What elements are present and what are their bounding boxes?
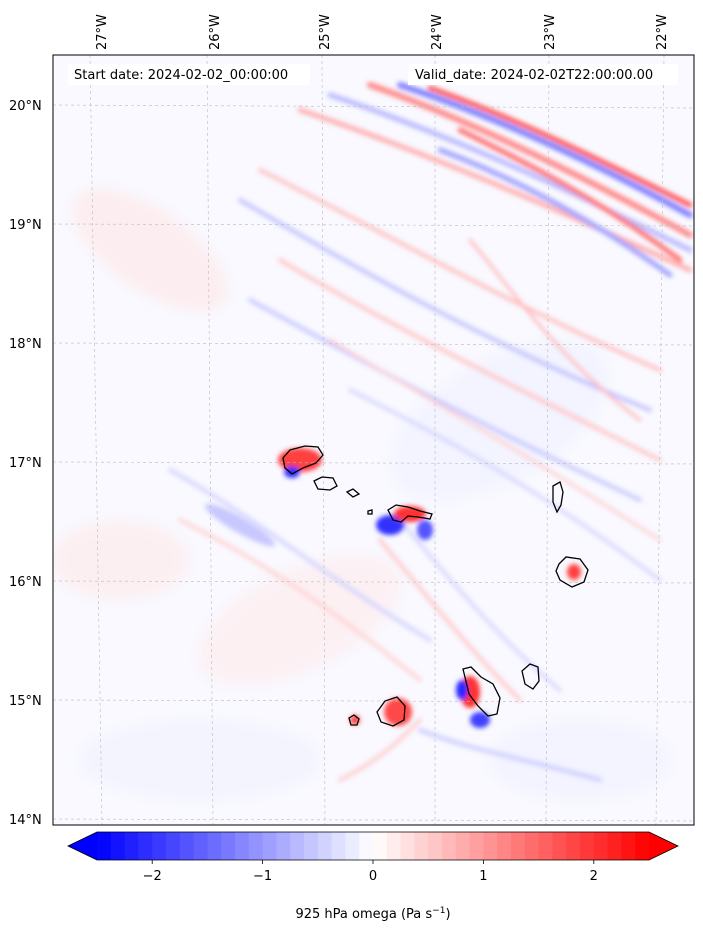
latitude-labels: 20°N 19°N 18°N 17°N 16°N 15°N 14°N <box>9 99 42 828</box>
colorbar-segment <box>386 832 402 860</box>
colorbar-segment <box>469 832 484 860</box>
colorbar-low-extend <box>68 832 97 860</box>
colorbar-segment <box>193 832 208 860</box>
colorbar-segment <box>635 832 650 860</box>
colorbar-outline <box>67 831 679 861</box>
start-date-label: Start date: 2024-02-02_00:00:00 <box>74 68 288 83</box>
colorbar-ticks: −2 −1 0 1 2 <box>143 860 598 884</box>
island-santo-antao <box>282 445 324 475</box>
valid-date-box <box>408 64 678 85</box>
lat-label-17n: 17°N <box>9 456 42 471</box>
colorbar-segment <box>373 832 388 860</box>
lat-label-18n: 18°N <box>9 337 42 352</box>
omega-field <box>53 82 693 800</box>
start-date-box <box>68 64 310 85</box>
colorbar-segment <box>124 832 139 860</box>
lon-label-27w: 27°W <box>95 14 110 50</box>
island-maio <box>521 663 540 690</box>
island-raso <box>367 509 373 515</box>
lon-label-22w: 22°W <box>655 14 670 50</box>
island-fogo <box>376 696 406 727</box>
colorbar-segment <box>207 832 222 860</box>
colorbar-tick-label: 1 <box>479 869 487 884</box>
colorbar-segment <box>152 832 167 860</box>
colorbar: −2 −1 0 1 2 925 hPa omega (Pa s−1) <box>67 831 679 922</box>
colorbar-segment <box>138 832 153 860</box>
island-sal <box>552 481 564 514</box>
colorbar-segment <box>414 832 429 860</box>
island-santiago <box>462 666 501 717</box>
colorbar-segment <box>262 832 277 860</box>
lon-label-26w: 26°W <box>208 14 223 50</box>
colorbar-segment <box>442 832 457 860</box>
gridlines <box>52 54 695 826</box>
colorbar-label: 925 hPa omega (Pa s−1) <box>295 906 450 922</box>
lon-label-24w: 24°W <box>430 14 445 50</box>
colorbar-segment <box>276 832 291 860</box>
colorbar-segment <box>166 832 181 860</box>
colorbar-segment <box>248 832 264 860</box>
colorbar-segment <box>566 832 581 860</box>
colorbar-segment <box>97 832 112 860</box>
colorbar-high-extend <box>649 832 678 860</box>
colorbar-segment <box>110 832 126 860</box>
colorbar-segment <box>304 832 319 860</box>
longitude-labels: 27°W 26°W 25°W 24°W 23°W 22°W <box>95 14 670 50</box>
lon-label-23w: 23°W <box>543 14 558 50</box>
colorbar-segment <box>359 832 374 860</box>
island-brava <box>348 714 360 726</box>
colorbar-segment <box>593 832 609 860</box>
colorbar-segment <box>179 832 195 860</box>
colorbar-segment <box>455 832 471 860</box>
colorbar-segment <box>290 832 305 860</box>
colorbar-segment <box>483 832 498 860</box>
island-coastlines <box>282 445 589 727</box>
colorbar-segment <box>621 832 636 860</box>
colorbar-tick-label: 2 <box>590 869 598 884</box>
colorbar-tick-label: −2 <box>143 869 162 884</box>
colorbar-segment <box>607 832 622 860</box>
colorbar-segment <box>497 832 512 860</box>
lat-label-20n: 20°N <box>9 99 42 114</box>
colorbar-segment <box>580 832 595 860</box>
lat-label-15n: 15°N <box>9 694 42 709</box>
colorbar-segment <box>235 832 250 860</box>
colorbar-segment <box>428 832 443 860</box>
colorbar-segment <box>552 832 567 860</box>
valid-date-label: Valid_date: 2024-02-02T22:00:00.00 <box>415 68 653 83</box>
colorbar-segment <box>511 832 526 860</box>
island-santa-luzia <box>345 488 361 498</box>
colorbar-segment <box>524 832 540 860</box>
island-boa-vista <box>555 556 589 588</box>
map-background <box>53 55 694 825</box>
colorbar-segment <box>331 832 346 860</box>
lon-label-25w: 25°W <box>318 14 333 50</box>
colorbar-segment <box>221 832 236 860</box>
map-panel: Start date: 2024-02-02_00:00:00 Valid_da… <box>52 54 695 826</box>
island-sao-nicolau <box>387 504 433 523</box>
colorbar-tick-label: −1 <box>253 869 272 884</box>
lat-label-14n: 14°N <box>9 813 42 828</box>
colorbar-tick-label: 0 <box>369 869 377 884</box>
colorbar-segment <box>345 832 360 860</box>
lat-label-19n: 19°N <box>9 218 42 233</box>
island-sao-vicente <box>313 476 338 491</box>
colorbar-segment <box>538 832 553 860</box>
colorbar-segment <box>400 832 415 860</box>
colorbar-segments <box>97 832 650 860</box>
colorbar-segment <box>317 832 333 860</box>
map-frame <box>52 54 695 826</box>
lat-label-16n: 16°N <box>9 575 42 590</box>
